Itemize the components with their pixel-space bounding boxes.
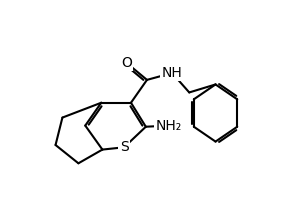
Text: O: O	[121, 56, 132, 70]
Text: S: S	[120, 140, 129, 154]
Text: NH: NH	[162, 66, 182, 80]
Text: NH₂: NH₂	[155, 118, 182, 133]
